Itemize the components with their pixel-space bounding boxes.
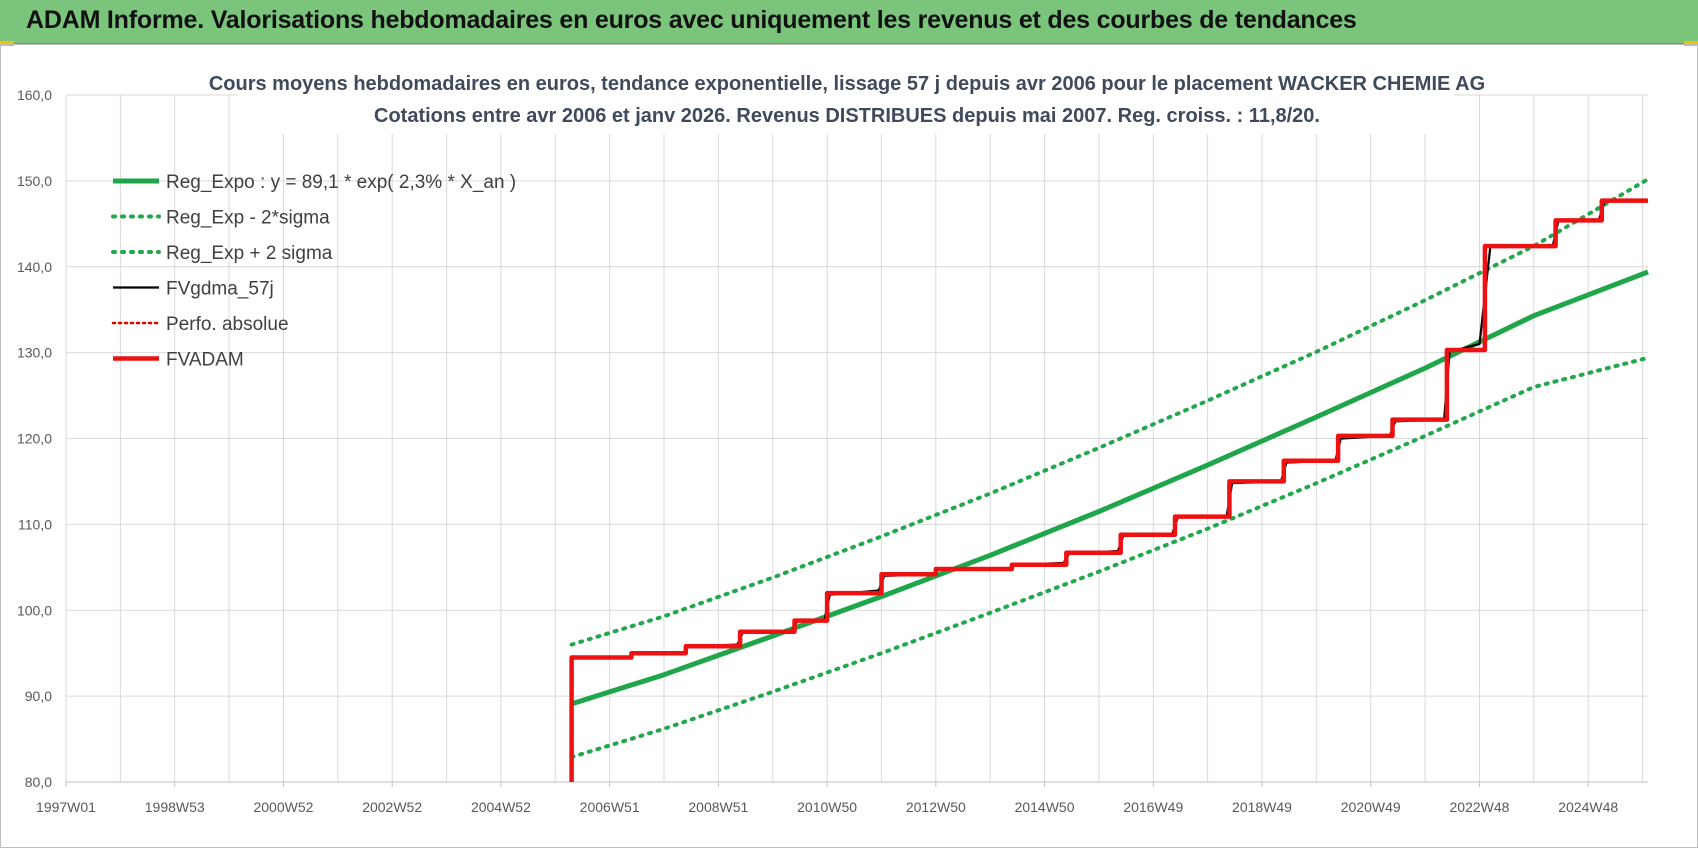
y-axis-tick-labels: 160,0 150,0 140,0 130,0 120,0 110,0 100,0 90,0 8… xyxy=(17,87,52,790)
x-tick-label: 1998W53 xyxy=(145,799,205,815)
legend-label: Reg_Exp + 2 sigma xyxy=(166,243,333,264)
corner-marker-left xyxy=(0,41,14,46)
y-tick-label: 160,0 xyxy=(17,87,52,103)
legend-label: Reg_Exp - 2*sigma xyxy=(166,208,330,229)
corner-marker-right xyxy=(1684,41,1698,46)
x-tick-label: 2006W51 xyxy=(580,799,640,815)
x-tick-label: 2002W52 xyxy=(362,799,422,815)
y-tick-label: 150,0 xyxy=(17,173,52,189)
x-tick-label: 2008W51 xyxy=(688,799,748,815)
legend-label: FVADAM xyxy=(166,350,244,371)
chart-subtitle: Cotations entre avr 2006 et janv 2026. R… xyxy=(374,105,1320,127)
legend-label: FVgdma_57j xyxy=(166,279,274,300)
legend: Reg_Expo : y = 89,1 * exp( 2,3% * X_an )… xyxy=(111,172,516,371)
x-tick-label: 2004W52 xyxy=(471,799,531,815)
y-tick-label: 120,0 xyxy=(17,431,52,447)
x-tick-label: 2022W48 xyxy=(1450,799,1510,815)
series-line-5 xyxy=(569,198,1648,782)
grid xyxy=(65,94,1648,787)
y-tick-label: 110,0 xyxy=(18,516,52,532)
x-axis-tick-labels: 1997W01 1998W53 2000W52 2002W52 2004W52 2006W… xyxy=(36,799,1618,815)
x-tick-label: 2016W49 xyxy=(1123,799,1183,815)
header-title: ADAM Informe. Valorisations hebdomadaire… xyxy=(26,6,1357,34)
y-tick-label: 80,0 xyxy=(25,774,52,790)
title-background xyxy=(238,68,1454,134)
y-tick-label: 140,0 xyxy=(17,259,52,275)
series-line-1 xyxy=(569,355,1650,760)
x-tick-label: 2018W49 xyxy=(1232,799,1292,815)
y-tick-label: 130,0 xyxy=(17,345,52,361)
series-layer xyxy=(569,177,1650,782)
header-bar: ADAM Informe. Valorisations hebdomadaire… xyxy=(0,0,1698,44)
x-tick-label: 2000W52 xyxy=(253,799,313,815)
x-tick-label: 2020W49 xyxy=(1341,799,1401,815)
legend-label: Perfo. absolue xyxy=(166,314,289,335)
legend-label: Reg_Expo : y = 89,1 * exp( 2,3% * X_an ) xyxy=(166,172,516,193)
x-tick-label: 1997W01 xyxy=(36,799,96,815)
x-tick-label: 2012W50 xyxy=(906,799,966,815)
y-tick-label: 90,0 xyxy=(25,688,52,704)
x-tick-label: 2024W48 xyxy=(1558,799,1618,815)
x-tick-label: 2014W50 xyxy=(1015,799,1075,815)
series-line-2 xyxy=(569,177,1650,647)
chart-title: Cours moyens hebdomadaires en euros, ten… xyxy=(209,73,1485,95)
x-tick-label: 2010W50 xyxy=(797,799,857,815)
y-tick-label: 100,0 xyxy=(17,602,52,618)
